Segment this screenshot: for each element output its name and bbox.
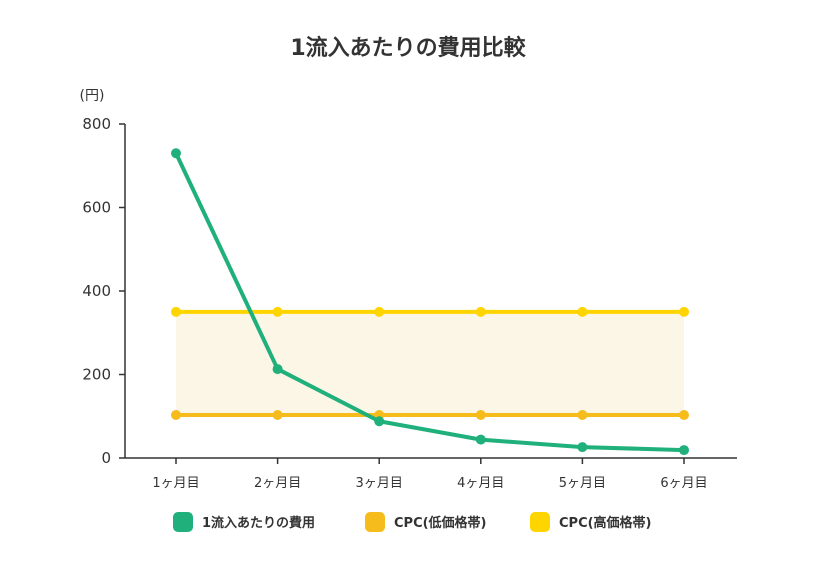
data-point xyxy=(171,148,181,159)
y-tick-label: 800 xyxy=(82,115,111,133)
chart-title: 1流入あたりの費用比較 xyxy=(290,35,526,61)
data-point xyxy=(679,445,689,456)
legend-label: 1流入あたりの費用 xyxy=(202,515,315,531)
data-point xyxy=(679,306,689,317)
y-tick-label: 200 xyxy=(82,366,111,384)
data-point xyxy=(475,434,486,445)
x-tick-label: 6ヶ月目 xyxy=(660,476,707,491)
series-1流入あたりの費用 xyxy=(171,148,689,456)
y-axis-ticks: 0 200 400 600 800 xyxy=(82,115,125,467)
legend-swatch xyxy=(365,512,385,532)
data-point xyxy=(577,442,588,453)
y-tick-label: 0 xyxy=(101,449,111,467)
legend-item: CPC(低価格帯) xyxy=(365,512,487,532)
data-point xyxy=(475,306,486,317)
y-tick-label: 400 xyxy=(82,282,111,300)
data-point xyxy=(272,409,283,420)
legend-item: CPC(高価格帯) xyxy=(530,512,652,532)
x-tick-label: 1ヶ月目 xyxy=(152,476,199,491)
data-point xyxy=(475,409,486,420)
series-line xyxy=(174,151,686,453)
x-tick-label: 2ヶ月目 xyxy=(254,476,301,491)
x-tick-label: 4ヶ月目 xyxy=(457,476,504,491)
series xyxy=(171,148,689,456)
legend-label: CPC(低価格帯) xyxy=(394,515,487,531)
y-axis-unit-label: (円) xyxy=(80,88,105,104)
x-tick-label: 3ヶ月目 xyxy=(356,476,403,491)
data-point xyxy=(577,306,588,317)
legend-swatch xyxy=(530,512,550,532)
legend-label: CPC(高価格帯) xyxy=(559,515,652,531)
cpc-range-area xyxy=(176,311,684,415)
series-CPC高価格帯 xyxy=(171,306,689,317)
x-axis-ticks: 1ヶ月目 2ヶ月目 3ヶ月目 4ヶ月目 5ヶ月目 6ヶ月目 xyxy=(152,458,708,491)
cpc-range-band xyxy=(176,311,684,415)
data-point xyxy=(577,409,588,420)
data-point xyxy=(272,364,283,375)
data-point xyxy=(272,306,283,317)
data-point xyxy=(374,416,385,427)
x-tick-label: 5ヶ月目 xyxy=(559,476,606,491)
legend-swatch xyxy=(173,512,193,532)
legend-item: 1流入あたりの費用 xyxy=(173,512,315,532)
data-point xyxy=(171,409,181,420)
y-tick-label: 600 xyxy=(82,199,111,217)
data-point xyxy=(171,306,181,317)
legend: 1流入あたりの費用 CPC(低価格帯) CPC(高価格帯) xyxy=(173,512,652,532)
data-point xyxy=(374,306,385,317)
data-point xyxy=(679,409,689,420)
